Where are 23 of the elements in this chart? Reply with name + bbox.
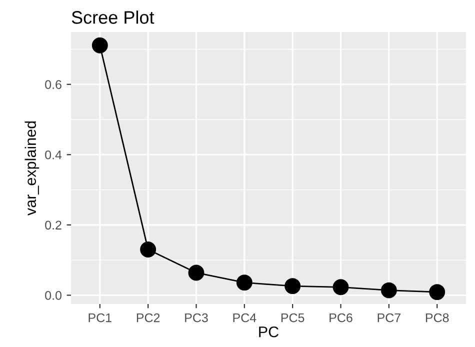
y-tick-label: 0.0 <box>45 291 62 300</box>
y-tick-label: 0.6 <box>45 80 62 90</box>
point <box>92 37 108 54</box>
point <box>140 242 156 258</box>
y-tick-label: 0.4 <box>45 150 62 160</box>
x-tick-label: PC8 <box>426 313 449 322</box>
x-tick-label: PC6 <box>330 313 352 322</box>
x-tick-label: PC2 <box>136 313 160 322</box>
point <box>236 274 252 291</box>
y-tick-label: 0.2 <box>45 220 62 230</box>
chart-title: Scree Plot <box>72 10 154 24</box>
x-tick-label: PC4 <box>233 313 256 322</box>
x-axis-title: PC <box>259 326 279 338</box>
x-tick-label: PC5 <box>281 313 304 322</box>
point <box>332 279 349 296</box>
point <box>380 282 397 298</box>
x-tick-label: PC1 <box>88 313 112 322</box>
x-tick-label: PC3 <box>185 313 208 322</box>
y-axis-title: var_explained <box>24 121 40 216</box>
point <box>188 264 204 281</box>
x-tick-label: PC7 <box>378 313 400 322</box>
point <box>284 278 301 294</box>
point <box>429 284 446 300</box>
